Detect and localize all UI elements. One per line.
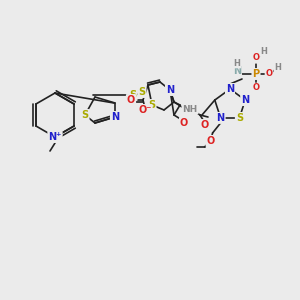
Text: S: S: [129, 90, 137, 100]
Text: N: N: [217, 113, 225, 123]
Text: N: N: [233, 66, 241, 76]
Text: O: O: [180, 118, 188, 128]
Text: H: H: [234, 58, 240, 68]
Text: S: S: [138, 87, 146, 97]
Text: N: N: [166, 85, 174, 95]
Text: O: O: [206, 136, 215, 146]
Text: N: N: [111, 112, 119, 122]
Text: O: O: [253, 53, 260, 62]
Text: P: P: [252, 69, 260, 79]
Text: NH: NH: [182, 104, 198, 113]
Text: N: N: [226, 84, 234, 94]
Text: O: O: [127, 95, 135, 105]
Text: O⁻: O⁻: [138, 105, 152, 115]
Text: H: H: [261, 46, 267, 56]
Text: N: N: [241, 95, 249, 105]
Text: S: S: [236, 113, 243, 123]
Text: H: H: [274, 64, 281, 73]
Text: O: O: [266, 70, 272, 79]
Text: S: S: [81, 110, 88, 120]
Text: O: O: [253, 83, 260, 92]
Text: O: O: [201, 120, 209, 130]
Text: S: S: [148, 100, 156, 110]
Text: N⁺: N⁺: [48, 132, 62, 142]
